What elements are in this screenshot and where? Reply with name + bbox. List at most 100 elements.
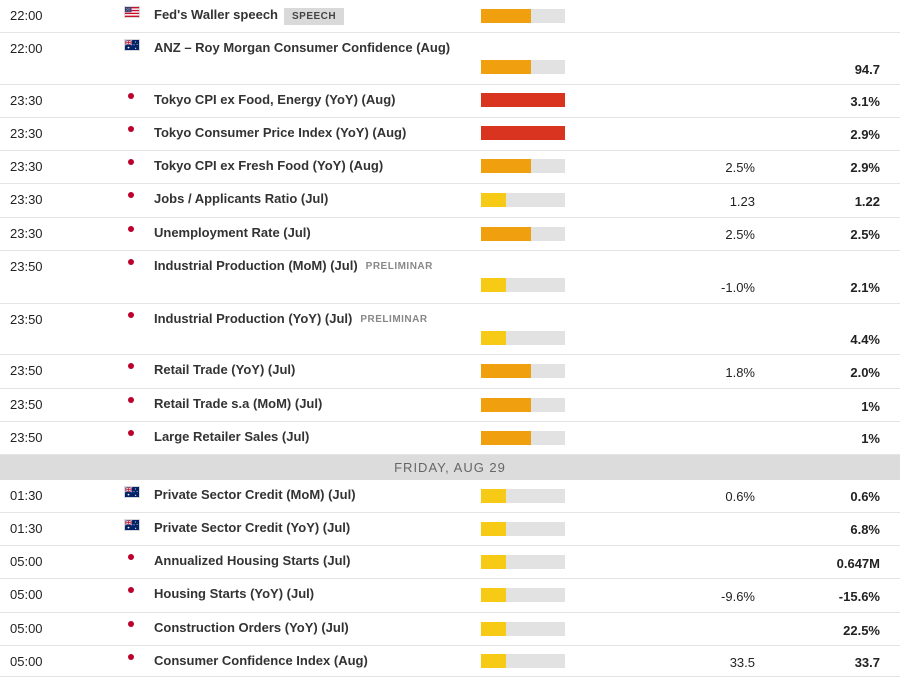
event-title-tokyo-cpi-ex-fresh-food-yoy-aug[interactable]: Tokyo CPI ex Fresh Food (YoY) (Aug): [154, 158, 383, 173]
event-title-text: Large Retailer Sales (Jul): [154, 429, 310, 444]
event-title-large-retailer-sales-jul[interactable]: Large Retailer Sales (Jul): [154, 429, 309, 444]
impact-meter: [481, 654, 565, 668]
previous-value: 6.8%: [850, 522, 880, 537]
impact-meter: [481, 398, 565, 412]
previous-value: 22.5%: [843, 623, 880, 638]
previous-value: 1.22: [854, 194, 880, 209]
event-title-jobs-applicants-ratio-jul[interactable]: Jobs / Applicants Ratio (Jul): [154, 191, 328, 206]
actual-value: 1.23: [729, 194, 755, 209]
impact-fill: [481, 622, 506, 636]
event-time: 01:30: [10, 488, 43, 503]
event-title-private-sector-credit-mom-jul[interactable]: Private Sector Credit (MoM) (Jul): [154, 487, 356, 502]
previous-value: -15.6%: [838, 589, 880, 604]
event-title-unemployment-rate-jul[interactable]: Unemployment Rate (Jul): [154, 225, 311, 240]
event-title-industrial-production-mom-jul[interactable]: Industrial Production (MoM) (Jul) PRELIMI…: [154, 258, 433, 273]
event-row[interactable]: 05:00 Housing Starts (YoY) (Jul) -9.6% -15.…: [0, 579, 900, 613]
event-title-consumer-confidence-index-aug[interactable]: Consumer Confidence Index (Aug): [154, 653, 368, 668]
impact-meter: [481, 278, 565, 292]
actual-value: 2.5%: [725, 227, 755, 242]
event-title-fed-s-waller-speech[interactable]: Fed's Waller speech SPEECH: [154, 7, 345, 25]
event-time: 22:00: [10, 41, 43, 56]
event-row[interactable]: 23:30 Tokyo Consumer Price Index (YoY) (A…: [0, 118, 900, 151]
impact-fill: [481, 60, 531, 74]
japan-flag-icon: [124, 361, 140, 373]
event-row[interactable]: 23:50 Large Retailer Sales (Jul) 1%: [0, 422, 900, 455]
event-row[interactable]: 23:30 Jobs / Applicants Ratio (Jul) 1.23 1.…: [0, 184, 900, 218]
impact-fill: [481, 126, 565, 140]
event-time: 01:30: [10, 521, 43, 536]
previous-value: 2.9%: [850, 160, 880, 175]
event-row[interactable]: 01:30 Private Sector Credit (YoY) (Jul) 6.…: [0, 513, 900, 546]
impact-meter: [481, 622, 565, 636]
event-row[interactable]: 23:30 Tokyo CPI ex Food, Energy (YoY) (Au…: [0, 85, 900, 118]
event-title-private-sector-credit-yoy-jul[interactable]: Private Sector Credit (YoY) (Jul): [154, 520, 350, 535]
actual-value: 1.8%: [725, 365, 755, 380]
event-title-text: Private Sector Credit (YoY) (Jul): [154, 520, 351, 535]
event-row[interactable]: 22:00 Fed's Waller speech SPEECH: [0, 0, 900, 33]
event-title-text: Unemployment Rate (Jul): [154, 225, 311, 240]
event-title-anz-roy-morgan-consumer-confidence-aug[interactable]: ANZ – Roy Morgan Consumer Confidence (Au…: [154, 40, 450, 55]
preliminary-badge: PRELIMINAR: [365, 261, 433, 272]
japan-flag-icon: [124, 585, 140, 597]
event-time: 23:30: [10, 126, 43, 141]
impact-meter: [481, 9, 565, 23]
australia-flag-icon: [124, 486, 140, 498]
event-title-retail-trade-s-a-mom-jul[interactable]: Retail Trade s.a (MoM) (Jul): [154, 396, 322, 411]
event-row[interactable]: 23:50 Retail Trade s.a (MoM) (Jul) 1%: [0, 389, 900, 422]
event-title-retail-trade-yoy-jul[interactable]: Retail Trade (YoY) (Jul): [154, 362, 295, 377]
previous-value: 3.1%: [850, 94, 880, 109]
previous-value: 2.5%: [850, 227, 880, 242]
event-title-housing-starts-yoy-jul[interactable]: Housing Starts (YoY) (Jul): [154, 586, 314, 601]
event-row[interactable]: 22:00 ANZ – Roy Morgan Consumer Confidenc…: [0, 33, 900, 85]
impact-fill: [481, 431, 531, 445]
event-row[interactable]: 23:50 Industrial Production (MoM) (Jul) PR…: [0, 251, 900, 304]
event-row[interactable]: 23:30 Tokyo CPI ex Fresh Food (YoY) (Aug)…: [0, 151, 900, 184]
event-time: 23:30: [10, 93, 43, 108]
event-time: 23:50: [10, 430, 43, 445]
event-row[interactable]: 05:00 Consumer Confidence Index (Aug) 33.5…: [0, 646, 900, 677]
event-time: 23:30: [10, 192, 43, 207]
event-row[interactable]: 01:30 Private Sector Credit (MoM) (Jul) 0.…: [0, 480, 900, 513]
event-title-industrial-production-yoy-jul[interactable]: Industrial Production (YoY) (Jul) PRELIMI…: [154, 311, 428, 326]
event-title-text: Industrial Production (MoM) (Jul): [154, 258, 358, 273]
impact-fill: [481, 522, 506, 536]
japan-flag-icon: [124, 224, 140, 236]
event-row[interactable]: 05:00 Annualized Housing Starts (Jul) 0.64…: [0, 546, 900, 579]
impact-meter: [481, 555, 565, 569]
impact-meter: [481, 588, 565, 602]
event-time: 22:00: [10, 8, 43, 23]
impact-meter: [481, 93, 565, 107]
actual-value: 0.6%: [725, 489, 755, 504]
previous-value: 2.9%: [850, 127, 880, 142]
australia-flag-icon: [124, 39, 140, 51]
australia-flag-icon: [124, 519, 140, 531]
event-title-text: Construction Orders (YoY) (Jul): [154, 620, 349, 635]
previous-value: 0.6%: [850, 489, 880, 504]
event-title-text: Private Sector Credit (MoM) (Jul): [154, 487, 356, 502]
preliminary-badge: PRELIMINAR: [360, 314, 428, 325]
event-time: 23:50: [10, 397, 43, 412]
japan-flag-icon: [124, 395, 140, 407]
event-time: 23:50: [10, 312, 43, 327]
previous-value: 1%: [861, 399, 880, 414]
impact-meter: [481, 489, 565, 503]
japan-flag-icon: [124, 124, 140, 136]
event-title-tokyo-consumer-price-index-yoy-aug[interactable]: Tokyo Consumer Price Index (YoY) (Aug): [154, 125, 406, 140]
impact-fill: [481, 364, 531, 378]
event-row[interactable]: 05:00 Construction Orders (YoY) (Jul) 22.5…: [0, 613, 900, 646]
event-title-text: Retail Trade (YoY) (Jul): [154, 362, 296, 377]
previous-value: 1%: [861, 431, 880, 446]
impact-fill: [481, 654, 506, 668]
event-title-text: Consumer Confidence Index (Aug): [154, 653, 368, 668]
actual-value: -9.6%: [721, 589, 755, 604]
event-row[interactable]: 23:30 Unemployment Rate (Jul) 2.5% 2.5%: [0, 218, 900, 251]
event-title-annualized-housing-starts-jul[interactable]: Annualized Housing Starts (Jul): [154, 553, 350, 568]
event-row[interactable]: 23:50 Industrial Production (YoY) (Jul) PR…: [0, 304, 900, 355]
impact-fill: [481, 227, 531, 241]
event-row[interactable]: 23:50 Retail Trade (YoY) (Jul) 1.8% 2.0%: [0, 355, 900, 389]
event-title-text: Tokyo Consumer Price Index (YoY) (Aug): [154, 125, 407, 140]
event-title-construction-orders-yoy-jul[interactable]: Construction Orders (YoY) (Jul): [154, 620, 349, 635]
impact-meter: [481, 126, 565, 140]
event-title-tokyo-cpi-ex-food-energy-yoy-aug[interactable]: Tokyo CPI ex Food, Energy (YoY) (Aug): [154, 92, 395, 107]
